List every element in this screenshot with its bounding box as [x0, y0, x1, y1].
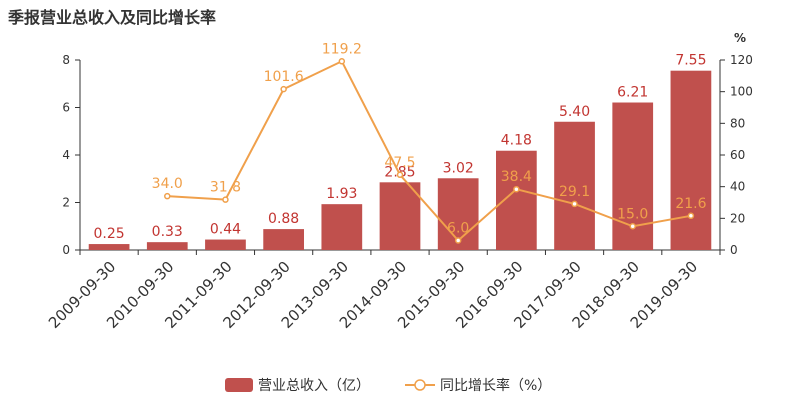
chart-title: 季报营业总收入及同比增长率	[8, 8, 217, 27]
bar	[670, 70, 712, 250]
line-label: 101.6	[264, 69, 304, 85]
line-label: 119.2	[322, 41, 362, 57]
line-point	[164, 192, 171, 200]
bar-label: 0.33	[152, 224, 183, 240]
line-point	[396, 171, 404, 179]
bar-label: 4.18	[501, 133, 532, 149]
y-left-tick-label: 4	[62, 148, 70, 162]
growth-line	[167, 59, 692, 242]
bar	[321, 204, 363, 250]
line-label: 34.0	[152, 176, 183, 192]
y-right-tick-label: 60	[730, 148, 745, 162]
line-point	[280, 85, 287, 93]
bar-label: 5.40	[559, 104, 590, 120]
y-left-tick-label: 0	[62, 243, 70, 257]
line-point	[454, 237, 462, 244]
bar	[263, 229, 304, 250]
bar	[205, 239, 246, 250]
line-point	[687, 212, 695, 220]
line-label: 15.0	[617, 206, 648, 222]
line-label: 29.1	[559, 184, 590, 200]
line-label: 47.5	[384, 155, 415, 171]
bar-label: 7.55	[675, 53, 706, 69]
y-right-tick-label: 100	[730, 85, 753, 99]
bar-label: 0.25	[94, 226, 125, 242]
line-point	[571, 200, 578, 208]
bar	[88, 244, 130, 250]
line-label: 21.6	[675, 196, 706, 212]
y-right-tick-label: 40	[730, 180, 745, 194]
bar-label: 0.88	[268, 211, 299, 227]
y-left-tick-label: 8	[62, 53, 70, 67]
y-right-unit: %	[734, 31, 746, 45]
line-label: 31.8	[210, 180, 241, 196]
line-point	[222, 196, 229, 203]
legend-bar-swatch	[225, 378, 253, 392]
bar-label: 0.44	[210, 222, 241, 238]
y-left-tick-label: 6	[62, 101, 70, 115]
y-right-tick-label: 120	[730, 53, 753, 67]
bar	[554, 121, 595, 250]
bar	[496, 150, 537, 250]
bar-label: 6.21	[617, 85, 648, 101]
line-point	[513, 185, 520, 193]
bar-label: 1.93	[326, 186, 357, 202]
line-point	[338, 58, 346, 65]
y-left-tick-label: 2	[62, 196, 70, 210]
legend-line-label: 同比增长率（%）	[440, 377, 551, 394]
bar	[379, 182, 421, 250]
y-right-tick-label: 0	[730, 243, 738, 257]
y-right-tick-label: 20	[730, 211, 745, 225]
line-point	[629, 223, 636, 230]
y-right-tick-label: 80	[730, 116, 745, 130]
bar-label: 3.02	[443, 160, 474, 176]
legend-bar-label: 营业总收入（亿）	[258, 378, 370, 394]
line-label: 6.0	[447, 221, 469, 237]
bar	[146, 242, 188, 250]
line-label: 38.4	[501, 169, 532, 185]
legend-line-marker	[414, 379, 426, 391]
